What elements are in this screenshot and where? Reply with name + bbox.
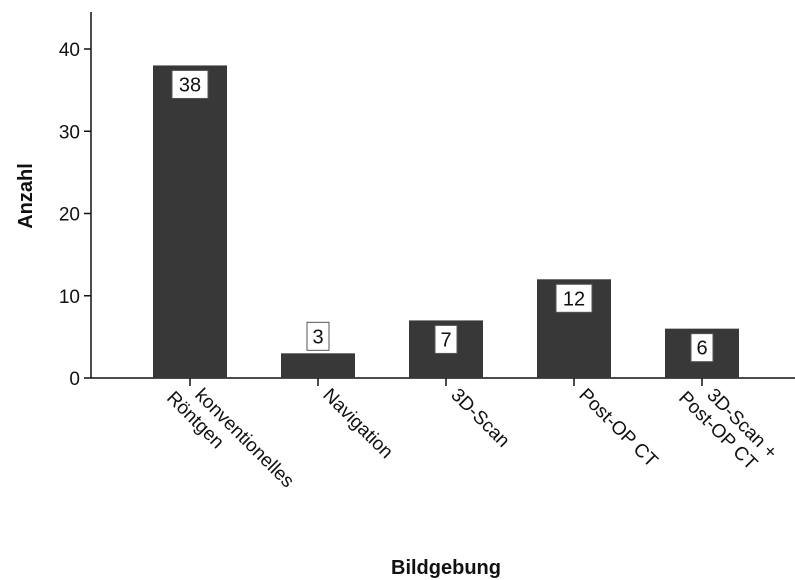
data-label: 3 [306, 321, 330, 351]
x-tick-label: konventionellesRöntgen [162, 372, 298, 508]
x-axis: konventionellesRöntgen Navigation 3D-Scan P… [91, 372, 795, 508]
data-label-box [434, 324, 458, 354]
data-label-text: 12 [563, 288, 585, 310]
data-label-text: 7 [440, 329, 451, 351]
data-label: 6 [690, 333, 714, 363]
data-label: 7 [434, 324, 458, 354]
data-label-box [171, 69, 209, 99]
bars [153, 65, 739, 378]
x-tick-label: 3D-Scan [446, 385, 513, 452]
y-tick-label: 30 [59, 122, 80, 143]
data-labels: 38 3 7 12 6 [171, 69, 714, 363]
data-label-text: 6 [696, 338, 707, 360]
data-label-box [690, 333, 714, 363]
data-label-box [555, 283, 593, 313]
x-axis-title: Bildgebung [391, 557, 501, 579]
x-tick-label-line: 3D-Scan [446, 385, 513, 452]
y-axis: 0 10 20 30 40 [59, 12, 92, 390]
y-axis-title: Anzahl [15, 163, 37, 229]
y-tick-label: 0 [69, 369, 80, 390]
y-tick-label: 20 [59, 205, 80, 226]
x-tick-label: 3D-Scan +Post-OP CT [674, 372, 781, 479]
bar [153, 65, 227, 378]
x-tick-label: Post-OP CT [574, 385, 661, 472]
data-label-box [306, 321, 330, 351]
data-label-text: 38 [179, 74, 201, 96]
y-tick-label: 10 [59, 287, 80, 308]
x-tick-label: Navigation [318, 385, 396, 463]
data-label: 38 [171, 69, 209, 99]
x-tick-label-line: Post-OP CT [574, 385, 661, 472]
bar [281, 353, 355, 378]
data-label: 12 [555, 283, 593, 313]
data-label-text: 3 [312, 326, 323, 348]
y-tick-label: 40 [59, 40, 80, 61]
x-tick-label-line: Navigation [318, 385, 396, 463]
